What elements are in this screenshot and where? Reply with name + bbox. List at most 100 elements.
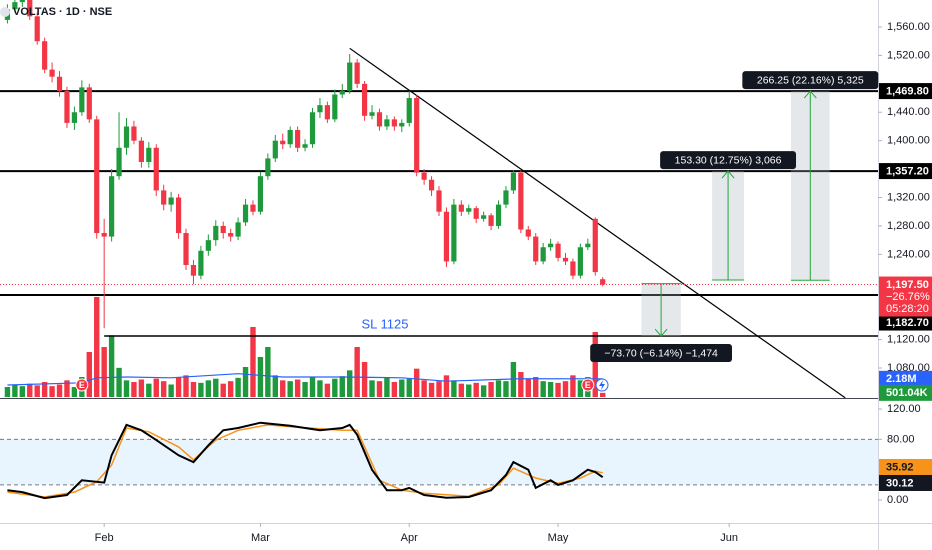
candle-body (458, 204, 464, 212)
candle-body (272, 140, 278, 159)
volume-bar (227, 381, 234, 397)
volume-ma-label-box (879, 370, 932, 387)
volume-bar (473, 382, 479, 397)
stoch-y-tick-label: 0.00 (887, 494, 908, 506)
candle-body (42, 41, 48, 70)
candle-body (510, 172, 517, 191)
volume-bar (71, 387, 78, 397)
candle-body (361, 83, 368, 116)
y-tick-label: 1,520.00 (887, 49, 930, 61)
candle-body (451, 204, 457, 262)
candle-body (540, 247, 546, 262)
volume-bar (317, 380, 323, 397)
x-tick-label: May (548, 532, 569, 544)
volume-bar (570, 375, 576, 397)
volume-bar (19, 386, 26, 397)
level-label: 1,357.20 (886, 165, 929, 177)
volume-bar (183, 375, 189, 397)
stoch-d-label: 35.92 (886, 461, 914, 473)
candle-body (116, 147, 122, 177)
candle-body (146, 147, 152, 162)
y-tick-label: 1,280.00 (887, 220, 930, 232)
volume-bar (34, 385, 40, 397)
volume-bar (123, 380, 130, 397)
volume-ma-label: 2.18M (886, 373, 917, 385)
volume-bar (324, 383, 331, 397)
candle-body (183, 233, 189, 266)
volume-bar (488, 382, 494, 397)
level-label-box (879, 163, 932, 180)
volume-bar (399, 379, 405, 397)
volume-bar (309, 377, 316, 397)
volume-bar (41, 382, 48, 397)
volume-bar (347, 370, 353, 397)
candle-body (257, 176, 264, 212)
x-tick-label: Jun (720, 532, 738, 544)
candle-body (287, 130, 293, 145)
candle-body (131, 126, 137, 141)
volume-bar (384, 377, 390, 397)
candle-body (302, 144, 308, 148)
candle-body (161, 190, 167, 205)
volume-bar (592, 332, 598, 397)
y-tick-label: 1,120.00 (887, 334, 930, 346)
candle-body (12, 2, 18, 10)
candle-body (436, 190, 442, 212)
candle-body (168, 197, 174, 205)
volume-bar (495, 380, 502, 397)
candle-body (369, 112, 375, 116)
candle-body (27, 0, 33, 17)
candle-body (49, 69, 55, 77)
volume-bar (153, 378, 159, 397)
volume-label: 501.04K (886, 387, 928, 399)
candle-body (443, 211, 450, 262)
measure-label-box (590, 344, 733, 363)
candle-body (175, 197, 182, 234)
candle-body (250, 204, 256, 212)
volume-bar (138, 379, 145, 397)
x-tick-label: Apr (401, 532, 418, 544)
candle-body (198, 250, 204, 276)
candle-body (466, 208, 472, 212)
volume-bar (503, 381, 509, 397)
candle-body (309, 112, 316, 145)
volume-bar (49, 386, 55, 397)
measure-label: 153.30 (12.75%) 3,066 (675, 154, 782, 166)
volume-bar (480, 385, 487, 397)
level-label-box (879, 314, 932, 331)
candle-body (428, 179, 435, 191)
candle-body (570, 261, 576, 276)
measure-label-box (660, 151, 797, 170)
volume-bar (413, 368, 420, 397)
volume-bar (94, 297, 100, 397)
volume-bar (257, 357, 264, 397)
last-price-change: −26.76% (886, 291, 930, 303)
candle-body (79, 87, 85, 113)
candle-body (473, 208, 479, 219)
volume-bar (391, 382, 398, 397)
overlay: VOLTAS · 1D · NSE −73.70 (−6.14%) −1,474… (0, 6, 879, 392)
y-tick-label: 1,440.00 (887, 106, 930, 118)
candle-body (562, 257, 569, 262)
x-tick-label: Mar (251, 532, 270, 544)
volume-bar (205, 380, 212, 397)
volume-bar (518, 372, 524, 397)
x-tick-label: Feb (95, 532, 114, 544)
candle-body (592, 218, 598, 273)
candle-body (86, 87, 92, 120)
candle-body (317, 105, 323, 113)
candle-body (339, 90, 345, 95)
volume-bar (443, 375, 450, 397)
dividend-icon-bolt (599, 380, 605, 390)
y-tick-label: 1,240.00 (887, 248, 930, 260)
candle-body (548, 243, 554, 248)
level-label-box (879, 83, 932, 100)
candle-body (533, 236, 539, 262)
candle-body (421, 172, 427, 180)
candle-body (391, 119, 397, 127)
measure-label-box (742, 71, 879, 90)
volume-bar (294, 379, 301, 397)
candle-body (488, 215, 494, 226)
candle-body (242, 204, 249, 223)
